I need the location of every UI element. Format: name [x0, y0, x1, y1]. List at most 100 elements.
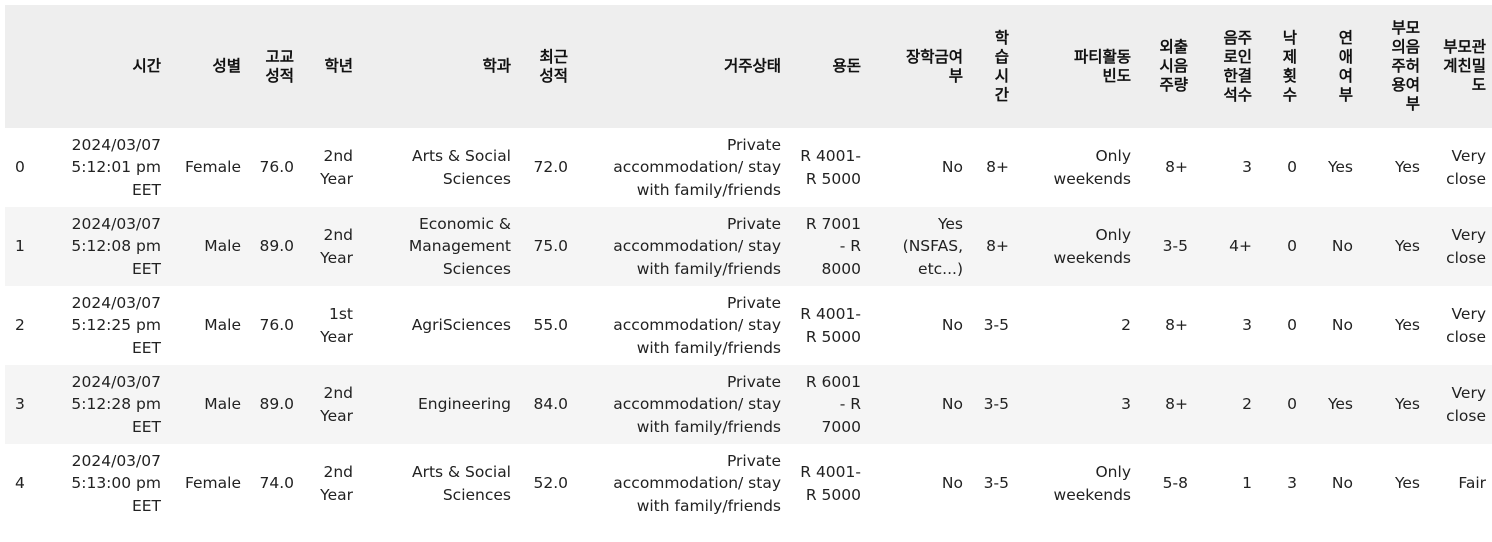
cell-value: Only weekends [1053, 463, 1131, 504]
cell-value: 74.0 [259, 474, 294, 493]
cell-value: Only weekends [1053, 147, 1131, 188]
table-cell: 3-5 [971, 365, 1017, 444]
cell-value: Fair [1458, 474, 1486, 493]
column-header: 파티활동 빈도 [1017, 5, 1139, 128]
cell-value: 1 [15, 237, 25, 256]
cell-value: Only weekends [1053, 226, 1131, 267]
column-header: 최근 성적 [519, 5, 576, 128]
table-cell: Fair [1428, 444, 1492, 523]
table-cell: Yes [1361, 207, 1428, 286]
table-cell: Private accommodation/ stay with family/fr… [576, 207, 789, 286]
column-header: 장학금여 부 [869, 5, 971, 128]
cell-value: 72.0 [533, 158, 568, 177]
table-row: 0 2024/03/07 5:12:01 pm EET Female 76.0 2nd Yea… [5, 128, 1492, 207]
table-cell: 74.0 [249, 444, 302, 523]
cell-value: Private accommodation/ stay with family/fr… [613, 293, 781, 357]
table-cell: 1 [1196, 444, 1260, 523]
table-cell: R 4001- R 5000 [789, 286, 869, 365]
table-cell: Yes [1361, 444, 1428, 523]
table-cell: 2nd Year [302, 444, 361, 523]
table-cell: 2nd Year [302, 365, 361, 444]
cell-value: Arts & Social Sciences [411, 463, 511, 504]
table-cell: Very close [1428, 286, 1492, 365]
table-cell: Yes [1361, 365, 1428, 444]
table-cell: 2024/03/07 5:13:00 pm EET [54, 444, 169, 523]
cell-value: 2 [1121, 316, 1131, 335]
table-cell: 76.0 [249, 128, 302, 207]
cell-value: 2nd Year [320, 226, 353, 267]
cell-value: 8+ [1165, 158, 1188, 177]
table-cell: 76.0 [249, 286, 302, 365]
cell-value: Male [204, 395, 241, 414]
cell-value: 8+ [986, 237, 1009, 256]
cell-value: Female [184, 158, 241, 177]
cell-value: 3 [15, 395, 25, 414]
cell-value: Private accommodation/ stay with family/fr… [613, 135, 781, 199]
cell-value: No [1331, 474, 1353, 493]
table-cell: 0 [1260, 365, 1305, 444]
cell-value: R 4001- R 5000 [800, 463, 861, 504]
table-cell: Yes [1305, 365, 1361, 444]
table-cell: Only weekends [1017, 128, 1139, 207]
table-cell: 8+ [1139, 286, 1196, 365]
column-header: 음주 로인 한결 석수 [1196, 5, 1260, 128]
table-cell: 2024/03/07 5:12:01 pm EET [54, 128, 169, 207]
cell-value: No [1331, 316, 1353, 335]
header-label: 장학금여 부 [905, 47, 963, 85]
table-cell: R 6001- R 7000 [789, 365, 869, 444]
table-cell: 5-8 [1139, 444, 1196, 523]
cell-value: 2nd Year [320, 384, 353, 425]
cell-value: 55.0 [533, 316, 568, 335]
table-cell: Private accommodation/ stay with family/fr… [576, 128, 789, 207]
table-cell: Private accommodation/ stay with family/fr… [576, 444, 789, 523]
cell-value: 52.0 [533, 474, 568, 493]
cell-value: Yes [1394, 395, 1420, 414]
table-cell: 2 [1196, 365, 1260, 444]
cell-value: 3 [1121, 395, 1131, 414]
cell-value: R 6001- R 7000 [805, 372, 861, 436]
column-header: 성별 [169, 5, 249, 128]
table-cell: Engineering [361, 365, 519, 444]
table-cell: 89.0 [249, 365, 302, 444]
cell-value: 3-5 [983, 316, 1009, 335]
header-label: 거주상태 [723, 57, 781, 75]
cell-value: 5-8 [1162, 474, 1188, 493]
cell-value: 8+ [1165, 316, 1188, 335]
cell-value: Engineering [418, 395, 511, 414]
cell-value: R 4001- R 5000 [800, 305, 861, 346]
table-cell: 4+ [1196, 207, 1260, 286]
table-cell: R 7001- R 8000 [789, 207, 869, 286]
cell-value: 1st Year [320, 305, 353, 346]
table-cell: Arts & Social Sciences [361, 444, 519, 523]
table-cell: No [869, 365, 971, 444]
table-cell: Very close [1428, 128, 1492, 207]
table-cell: 0 [1260, 207, 1305, 286]
table-cell: 2024/03/07 5:12:28 pm EET [54, 365, 169, 444]
cell-value: 2 [1242, 395, 1252, 414]
table-cell: 3-5 [971, 444, 1017, 523]
cell-value: Male [204, 237, 241, 256]
header-label: 학과 [482, 57, 511, 75]
table-cell: 3-5 [1139, 207, 1196, 286]
cell-value: 8+ [1165, 395, 1188, 414]
table-cell: Only weekends [1017, 207, 1139, 286]
cell-value: Yes [1394, 316, 1420, 335]
table-cell: 3 [1196, 286, 1260, 365]
cell-value: Private accommodation/ stay with family/fr… [613, 214, 781, 278]
cell-value: 0 [1287, 395, 1297, 414]
table-cell: 3 [1017, 365, 1139, 444]
table-cell: 2024/03/07 5:12:25 pm EET [54, 286, 169, 365]
cell-value: 2024/03/07 5:12:25 pm EET [71, 293, 161, 357]
cell-value: Yes [1327, 395, 1353, 414]
header-label: 음주 로인 한결 석수 [1223, 28, 1252, 104]
cell-value: AgriSciences [411, 316, 511, 335]
table-cell: AgriSciences [361, 286, 519, 365]
table-cell: Male [169, 286, 249, 365]
table-cell: No [1305, 207, 1361, 286]
header-label: 부모관 계친밀 도 [1443, 38, 1486, 94]
